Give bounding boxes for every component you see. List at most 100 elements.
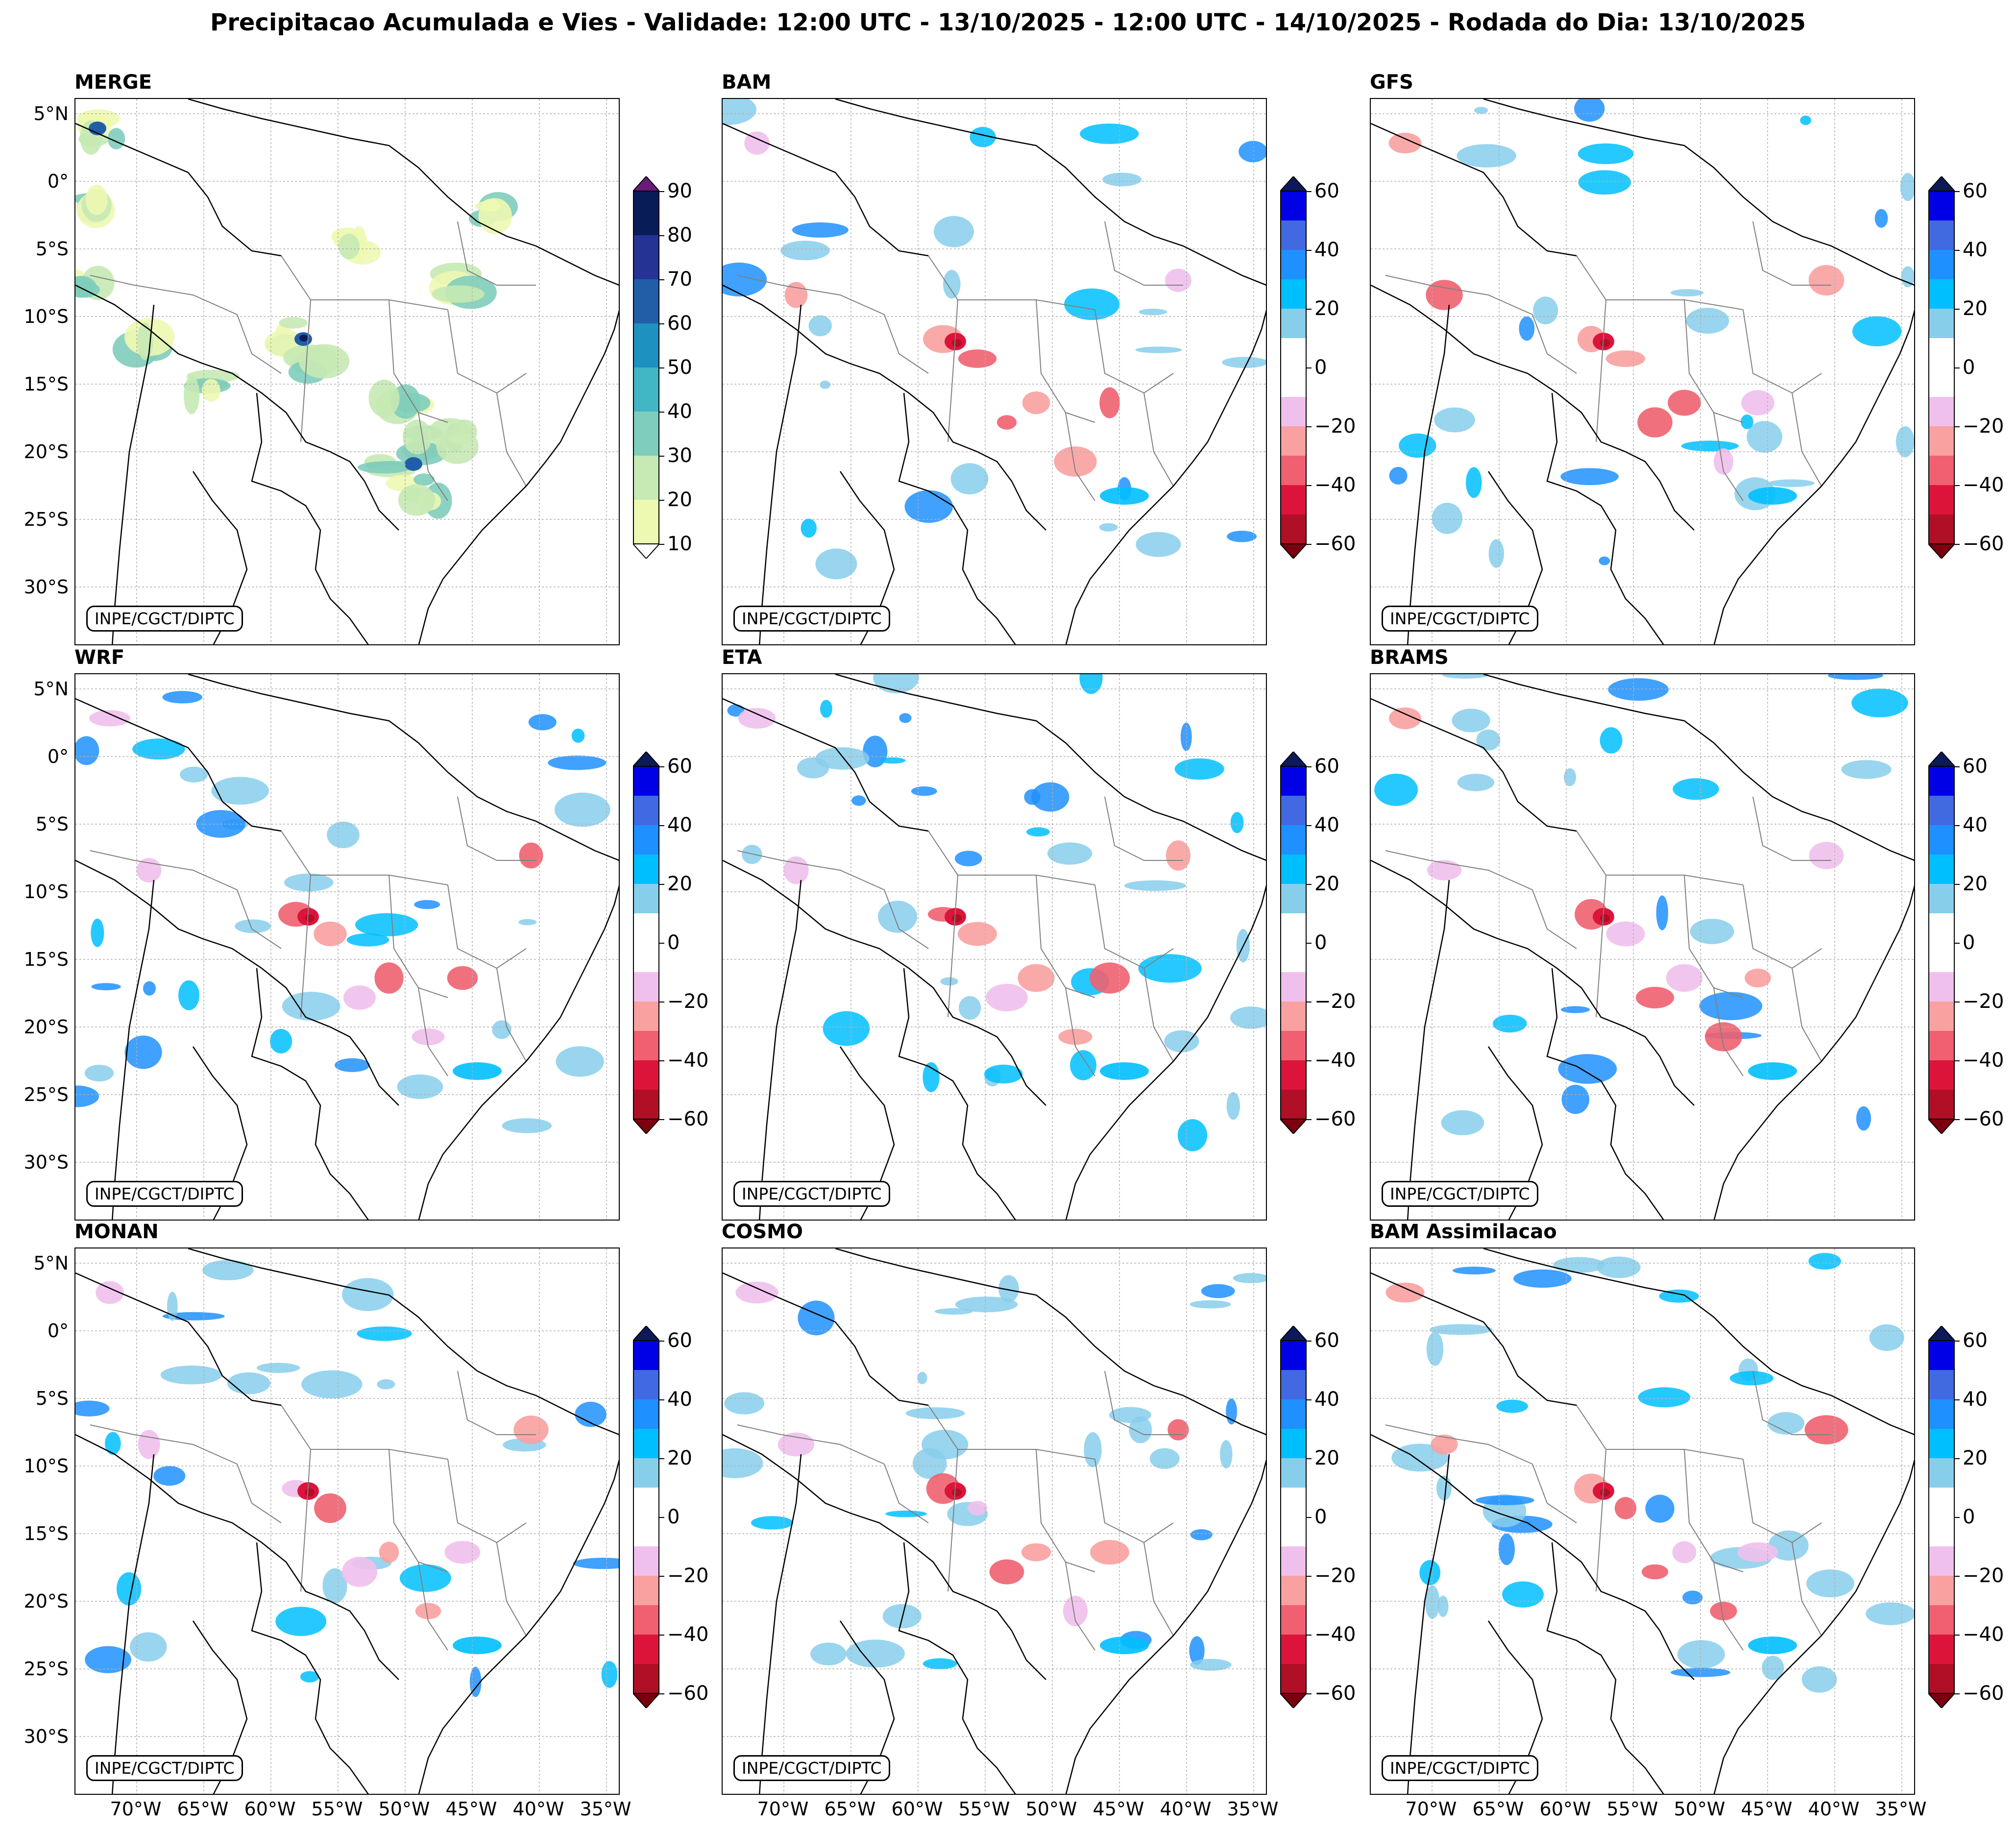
colorbar-tick-label: −40 [1963,1049,2004,1072]
colorbar-segment [633,235,659,280]
colorbar-segment [633,323,659,368]
colorbar-segment [633,1546,659,1576]
colorbar-segment [1280,1605,1307,1635]
map-canvas [75,1248,619,1794]
graticule [75,1248,619,1794]
colorbar-tick-label: −20 [1963,415,2004,438]
map-panel-merge: INPE/CGCT/DIPTC [74,98,620,645]
lat-label: 5°S [35,1388,69,1409]
colorbar-segment [1928,1429,1955,1459]
colorbar-segment [1280,426,1307,456]
colorbar-tick-mark [1955,1060,1960,1061]
colorbar-tick-label: 60 [1314,180,1339,202]
colorbar-tick-mark [659,884,664,885]
colorbar-tick-mark [1955,884,1960,885]
colorbar-segment [633,766,659,796]
colorbar-segment [1280,250,1307,280]
colorbar-segment [1928,1341,1955,1370]
colorbar [1928,176,1955,559]
colorbar-tick-mark [1307,1693,1312,1694]
lon-label: 70°W [1405,1798,1457,1820]
panel-title-eta: ETA [722,646,762,669]
colorbar-segment [1928,367,1955,397]
map-canvas [723,1248,1266,1794]
colorbar-tick-label: 0 [667,1506,680,1528]
lon-label: 45°W [1741,1798,1793,1820]
colorbar-segment [1280,1341,1307,1370]
colorbar-tick-mark [1955,1635,1960,1636]
lat-label: 5°S [35,813,69,835]
colorbar-tick-mark [659,1119,664,1120]
colorbar-tick-label: 60 [1963,755,1988,778]
precip-field [723,1273,1266,1671]
colorbar-tick-mark [659,1635,664,1636]
colorbar-tick-label: 40 [1963,814,1988,836]
colorbar-tick-label: 20 [1963,873,1988,895]
colorbar-tick-mark [659,500,664,501]
colorbar-tick-mark [1307,485,1312,486]
colorbar-tick-label: 60 [667,1329,692,1352]
colorbar-tick-mark [659,943,664,944]
colorbar-segment [633,825,659,855]
colorbar-segment [1280,220,1307,250]
colorbar-segment [633,412,659,456]
colorbar-segment [633,855,659,884]
lon-label: 60°W [1539,1798,1591,1820]
credit-label: INPE/CGCT/DIPTC [733,606,890,632]
colorbar-tick-mark [659,235,664,236]
colorbar-tick-mark [659,1517,664,1518]
colorbar-tick-label: −60 [667,1682,709,1705]
colorbar-tick-mark [1307,1517,1312,1518]
colorbar-segment [1928,485,1955,515]
colorbar-tick-mark [1955,191,1960,192]
colorbar-tick-label: 40 [667,814,692,836]
lat-label: 20°S [24,1016,69,1038]
credit-label: INPE/CGCT/DIPTC [1382,606,1538,632]
colorbar-tick-mark [1955,1399,1960,1400]
colorbar-segment [1928,1664,1955,1694]
colorbar-segment [1280,279,1307,309]
colorbar-tick-mark [659,1693,664,1694]
lat-label: 5°N [33,103,69,124]
colorbar-over-arrow [1280,1326,1307,1341]
colorbar-tick-label: −60 [1314,533,1356,555]
credit-label: INPE/CGCT/DIPTC [86,1181,243,1207]
colorbar-segment [1280,397,1307,427]
colorbar-tick-label: −40 [1963,474,2004,496]
lat-label: 25°S [24,1658,69,1680]
colorbar-segment [1280,1002,1307,1031]
lat-label: 0° [47,1320,69,1342]
map-canvas [75,99,619,644]
colorbar-tick-mark [1307,1576,1312,1577]
lon-label: 70°W [757,1798,809,1820]
lon-label: 50°W [1674,1798,1725,1820]
precip-field [75,1260,619,1697]
colorbar-tick-label: 60 [667,312,692,335]
colorbar-tick-label: 60 [667,755,692,778]
colorbar-under-arrow [1928,1693,1955,1708]
map-panel-brams: INPE/CGCT/DIPTC [1370,673,1915,1221]
lon-label: 60°W [244,1798,296,1820]
colorbar-tick-mark [1955,544,1960,545]
colorbar-segment [633,972,659,1002]
graticule [723,99,1266,644]
lat-label: 5°N [33,1252,69,1274]
colorbar-tick-mark [1307,1635,1312,1636]
colorbar-segment [633,500,659,544]
colorbar-tick-label: 40 [1314,1388,1339,1411]
colorbar-over-arrow [633,1326,659,1341]
colorbar [1928,1326,1955,1708]
map-canvas [723,674,1266,1220]
colorbar-tick-mark [1307,1458,1312,1459]
colorbar [633,1326,659,1708]
lat-label: 15°S [24,1523,69,1544]
graticule [723,674,1266,1220]
precip-field [75,109,518,519]
colorbar-tick-label: 70 [667,268,692,291]
map-canvas [723,99,1266,644]
colorbar-segment [1928,796,1955,826]
colorbar-tick-mark [1955,1002,1960,1003]
country-borders [1371,1248,1914,1794]
lat-label: 25°S [24,509,69,530]
lon-label: 65°W [1472,1798,1524,1820]
